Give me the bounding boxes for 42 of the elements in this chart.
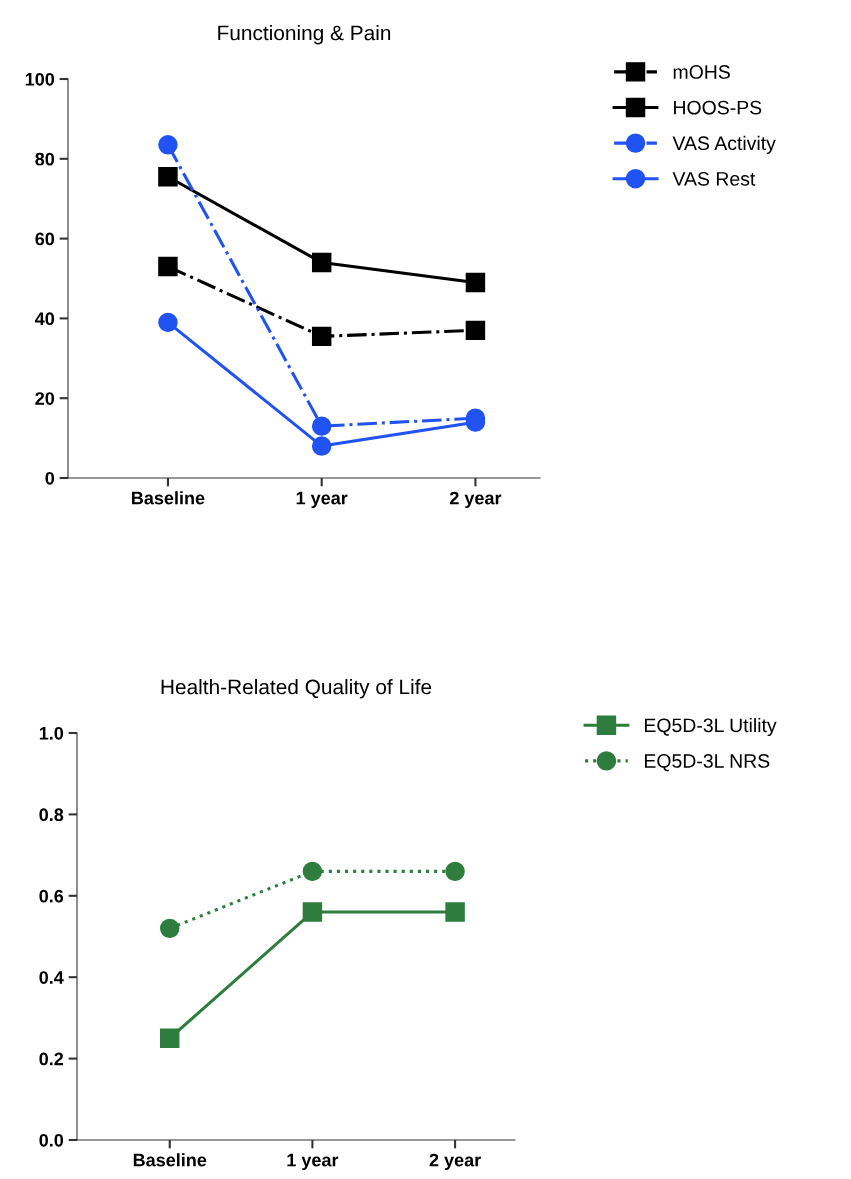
legend-label: EQ5D-3L Utility	[644, 717, 777, 737]
y-tick-label: 0.4	[39, 971, 64, 984]
point	[302, 861, 323, 882]
point	[158, 167, 178, 187]
x-tick-label: 2 year	[429, 1153, 481, 1171]
point	[311, 436, 332, 456]
y-tick-label: 60	[35, 232, 55, 246]
y-tick-label: 1.0	[39, 726, 64, 740]
point	[302, 902, 323, 922]
legend-label: HOOS-PS	[674, 100, 762, 115]
y-tick-label: 20	[35, 392, 55, 405]
y-tick-label: 80	[35, 152, 55, 166]
y-tick-label: 0.6	[39, 889, 64, 903]
point	[158, 135, 178, 155]
x-tick-label: 2 year	[449, 491, 502, 509]
x-tick-label: 1 year	[296, 491, 348, 509]
point	[465, 272, 486, 293]
legend-label: VAS Rest	[672, 171, 756, 186]
legend-label: mOHS	[673, 65, 730, 79]
point	[465, 320, 486, 341]
point	[445, 902, 465, 922]
chart-title: Health-Related Quality of Life	[161, 679, 432, 699]
point	[160, 1028, 180, 1048]
y-tick-label: 0.8	[39, 808, 64, 822]
point	[311, 252, 332, 273]
x-tick-label: Baseline	[133, 1153, 207, 1167]
point	[160, 918, 180, 939]
x-tick-label: Baseline	[132, 491, 205, 505]
y-tick-label: 0	[45, 471, 55, 485]
point	[311, 326, 332, 347]
y-tick-label: 100	[25, 72, 55, 86]
y-tick-label: 0.0	[39, 1133, 64, 1147]
point	[311, 416, 332, 436]
x-tick-label: 1 year	[287, 1153, 339, 1171]
point	[445, 861, 465, 882]
y-tick-label: 0.2	[39, 1052, 64, 1066]
chart-title: Functioning & Pain	[218, 25, 391, 45]
legend-label: VAS Activity	[672, 135, 776, 154]
legend-label: EQ5D-3L NRS	[644, 754, 770, 772]
point	[158, 312, 178, 333]
y-tick-label: 40	[35, 312, 55, 326]
point	[158, 256, 178, 277]
